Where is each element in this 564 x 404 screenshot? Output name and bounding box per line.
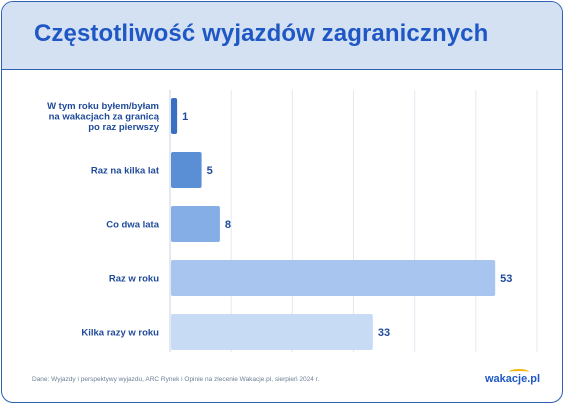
category-label-line: po raz pierwszy (88, 122, 159, 133)
bar (171, 314, 373, 350)
category-label-line: Kilka razy w roku (81, 328, 159, 339)
page-title: Częstotliwość wyjazdów zagranicznych (34, 20, 489, 47)
grid-lines (230, 90, 538, 352)
category-label: Kilka razy w roku (81, 328, 159, 339)
logo: wakacje.pl (485, 373, 541, 385)
source-note: Dane: Wyjazdy i perspektywy wyjazdu, ARC… (32, 376, 320, 383)
logo-sun-icon (509, 369, 529, 375)
header: Częstotliwość wyjazdów zagranicznych (2, 2, 562, 70)
category-label-line: Co dwa lata (106, 220, 160, 231)
category-label-line: W tym roku byłem/byłam (47, 101, 159, 112)
bars-group (171, 98, 496, 350)
bar (171, 206, 220, 242)
value-label: 5 (207, 165, 213, 177)
value-label: 53 (500, 273, 512, 285)
category-label: Raz na kilka lat (91, 166, 160, 177)
bar (171, 260, 496, 296)
bar (171, 152, 202, 188)
value-label: 33 (378, 327, 390, 339)
category-label: W tym roku byłem/byłam na wakacjach za gr… (47, 101, 160, 133)
value-labels: 1 5 8 53 33 (182, 111, 512, 339)
value-label: 1 (182, 111, 188, 123)
bar (171, 98, 178, 134)
category-label: Co dwa lata (106, 220, 160, 231)
category-labels: W tym roku byłem/byłam na wakacjach za gr… (47, 101, 160, 339)
category-label-line: na wakacjach za granicą (49, 112, 160, 123)
category-label-line: Raz w roku (109, 274, 159, 285)
value-label: 8 (225, 219, 231, 231)
category-label-line: Raz na kilka lat (91, 166, 160, 177)
category-label: Raz w roku (109, 274, 159, 285)
